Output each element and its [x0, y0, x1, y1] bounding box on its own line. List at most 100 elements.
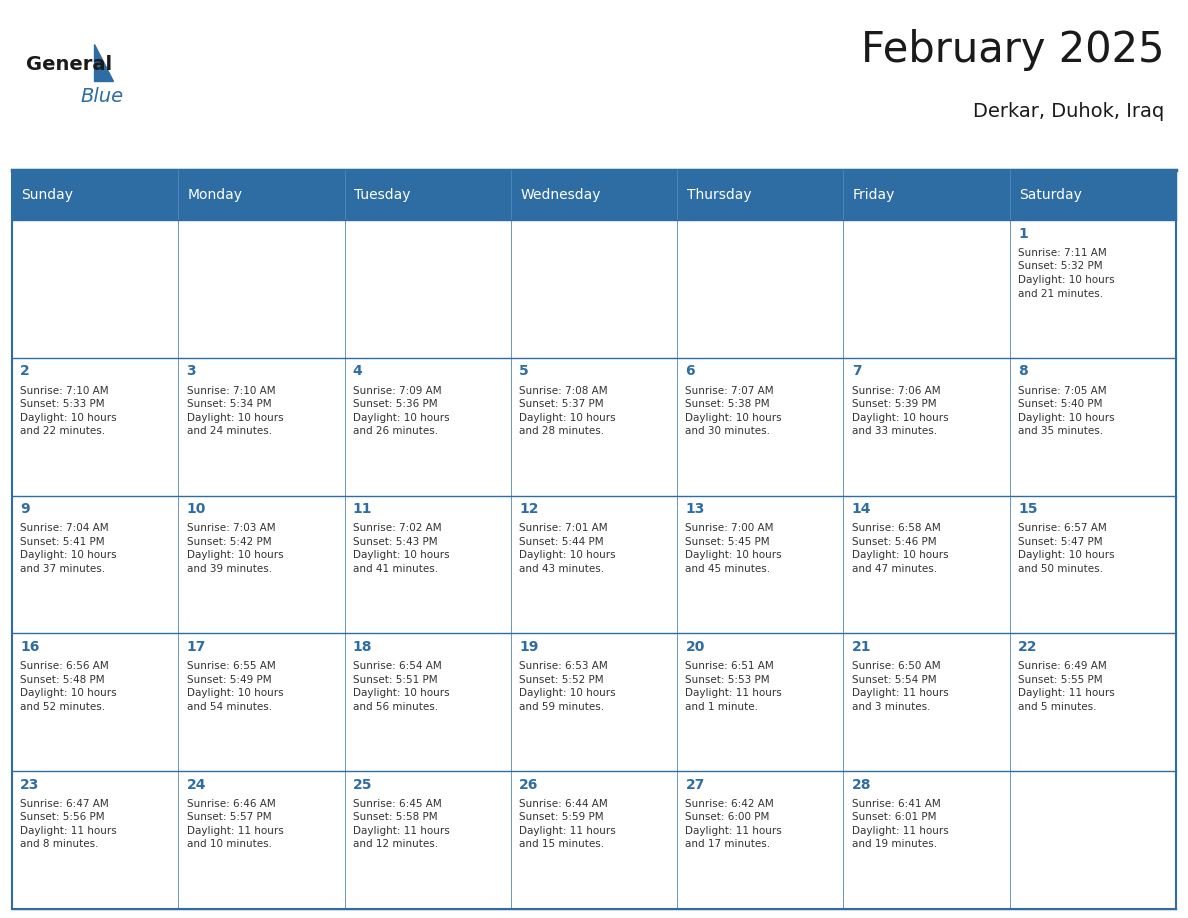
- Text: 27: 27: [685, 778, 704, 791]
- Text: Thursday: Thursday: [687, 188, 751, 202]
- Text: Saturday: Saturday: [1019, 188, 1082, 202]
- Text: 5: 5: [519, 364, 529, 378]
- Bar: [345, 496, 511, 633]
- Bar: [12, 358, 178, 496]
- Text: Sunrise: 6:51 AM
Sunset: 5:53 PM
Daylight: 11 hours
and 1 minute.: Sunrise: 6:51 AM Sunset: 5:53 PM Dayligh…: [685, 661, 782, 711]
- Bar: [843, 220, 1010, 358]
- Text: Sunrise: 7:09 AM
Sunset: 5:36 PM
Daylight: 10 hours
and 26 minutes.: Sunrise: 7:09 AM Sunset: 5:36 PM Dayligh…: [353, 386, 449, 436]
- Bar: [345, 771, 511, 909]
- Text: 8: 8: [1018, 364, 1028, 378]
- Bar: [843, 358, 1010, 496]
- Bar: [178, 220, 345, 358]
- Text: Monday: Monday: [188, 188, 242, 202]
- Text: Sunrise: 7:06 AM
Sunset: 5:39 PM
Daylight: 10 hours
and 33 minutes.: Sunrise: 7:06 AM Sunset: 5:39 PM Dayligh…: [852, 386, 948, 436]
- Bar: [1010, 220, 1176, 358]
- Bar: [511, 358, 677, 496]
- Text: Wednesday: Wednesday: [520, 188, 601, 202]
- Bar: [511, 771, 677, 909]
- Text: Sunrise: 6:54 AM
Sunset: 5:51 PM
Daylight: 10 hours
and 56 minutes.: Sunrise: 6:54 AM Sunset: 5:51 PM Dayligh…: [353, 661, 449, 711]
- Text: Sunrise: 6:50 AM
Sunset: 5:54 PM
Daylight: 11 hours
and 3 minutes.: Sunrise: 6:50 AM Sunset: 5:54 PM Dayligh…: [852, 661, 948, 711]
- Bar: [677, 220, 843, 358]
- Bar: [12, 220, 178, 358]
- Text: 1: 1: [1018, 227, 1028, 241]
- Text: 22: 22: [1018, 640, 1037, 654]
- Bar: [677, 633, 843, 771]
- Text: Sunrise: 7:03 AM
Sunset: 5:42 PM
Daylight: 10 hours
and 39 minutes.: Sunrise: 7:03 AM Sunset: 5:42 PM Dayligh…: [187, 523, 283, 574]
- Text: Sunrise: 7:07 AM
Sunset: 5:38 PM
Daylight: 10 hours
and 30 minutes.: Sunrise: 7:07 AM Sunset: 5:38 PM Dayligh…: [685, 386, 782, 436]
- Text: Sunrise: 6:56 AM
Sunset: 5:48 PM
Daylight: 10 hours
and 52 minutes.: Sunrise: 6:56 AM Sunset: 5:48 PM Dayligh…: [20, 661, 116, 711]
- Text: Sunrise: 7:02 AM
Sunset: 5:43 PM
Daylight: 10 hours
and 41 minutes.: Sunrise: 7:02 AM Sunset: 5:43 PM Dayligh…: [353, 523, 449, 574]
- Bar: [1010, 633, 1176, 771]
- Text: 16: 16: [20, 640, 39, 654]
- Text: 6: 6: [685, 364, 695, 378]
- Text: Friday: Friday: [853, 188, 896, 202]
- Text: Blue: Blue: [81, 87, 124, 106]
- Text: Sunrise: 7:10 AM
Sunset: 5:33 PM
Daylight: 10 hours
and 22 minutes.: Sunrise: 7:10 AM Sunset: 5:33 PM Dayligh…: [20, 386, 116, 436]
- Text: 11: 11: [353, 502, 372, 516]
- Text: 13: 13: [685, 502, 704, 516]
- Bar: [677, 358, 843, 496]
- Text: Sunrise: 7:11 AM
Sunset: 5:32 PM
Daylight: 10 hours
and 21 minutes.: Sunrise: 7:11 AM Sunset: 5:32 PM Dayligh…: [1018, 248, 1114, 298]
- Bar: [1010, 771, 1176, 909]
- Text: Sunrise: 6:55 AM
Sunset: 5:49 PM
Daylight: 10 hours
and 54 minutes.: Sunrise: 6:55 AM Sunset: 5:49 PM Dayligh…: [187, 661, 283, 711]
- Text: 17: 17: [187, 640, 206, 654]
- Bar: [1010, 358, 1176, 496]
- Bar: [178, 496, 345, 633]
- Bar: [12, 170, 1176, 220]
- Bar: [178, 771, 345, 909]
- Text: 2: 2: [20, 364, 30, 378]
- Text: Sunrise: 7:08 AM
Sunset: 5:37 PM
Daylight: 10 hours
and 28 minutes.: Sunrise: 7:08 AM Sunset: 5:37 PM Dayligh…: [519, 386, 615, 436]
- Text: 18: 18: [353, 640, 372, 654]
- Bar: [12, 771, 178, 909]
- Bar: [843, 771, 1010, 909]
- Text: 15: 15: [1018, 502, 1037, 516]
- Bar: [511, 220, 677, 358]
- Text: February 2025: February 2025: [861, 29, 1164, 72]
- Text: 28: 28: [852, 778, 871, 791]
- Text: Sunrise: 6:57 AM
Sunset: 5:47 PM
Daylight: 10 hours
and 50 minutes.: Sunrise: 6:57 AM Sunset: 5:47 PM Dayligh…: [1018, 523, 1114, 574]
- Text: 4: 4: [353, 364, 362, 378]
- Text: 26: 26: [519, 778, 538, 791]
- Bar: [178, 633, 345, 771]
- Bar: [345, 220, 511, 358]
- Bar: [677, 771, 843, 909]
- Text: Sunrise: 7:04 AM
Sunset: 5:41 PM
Daylight: 10 hours
and 37 minutes.: Sunrise: 7:04 AM Sunset: 5:41 PM Dayligh…: [20, 523, 116, 574]
- Bar: [511, 633, 677, 771]
- Text: Sunrise: 6:46 AM
Sunset: 5:57 PM
Daylight: 11 hours
and 10 minutes.: Sunrise: 6:46 AM Sunset: 5:57 PM Dayligh…: [187, 799, 283, 849]
- Text: 12: 12: [519, 502, 538, 516]
- Bar: [12, 633, 178, 771]
- Bar: [843, 496, 1010, 633]
- Text: Tuesday: Tuesday: [354, 188, 411, 202]
- Text: Derkar, Duhok, Iraq: Derkar, Duhok, Iraq: [973, 103, 1164, 121]
- Text: 9: 9: [20, 502, 30, 516]
- Text: Sunrise: 6:53 AM
Sunset: 5:52 PM
Daylight: 10 hours
and 59 minutes.: Sunrise: 6:53 AM Sunset: 5:52 PM Dayligh…: [519, 661, 615, 711]
- Text: Sunrise: 7:10 AM
Sunset: 5:34 PM
Daylight: 10 hours
and 24 minutes.: Sunrise: 7:10 AM Sunset: 5:34 PM Dayligh…: [187, 386, 283, 436]
- Text: Sunrise: 6:42 AM
Sunset: 6:00 PM
Daylight: 11 hours
and 17 minutes.: Sunrise: 6:42 AM Sunset: 6:00 PM Dayligh…: [685, 799, 782, 849]
- Text: 20: 20: [685, 640, 704, 654]
- Text: 24: 24: [187, 778, 206, 791]
- Text: Sunrise: 6:45 AM
Sunset: 5:58 PM
Daylight: 11 hours
and 12 minutes.: Sunrise: 6:45 AM Sunset: 5:58 PM Dayligh…: [353, 799, 449, 849]
- Bar: [843, 633, 1010, 771]
- Text: 7: 7: [852, 364, 861, 378]
- Text: General: General: [26, 55, 112, 73]
- Text: 25: 25: [353, 778, 372, 791]
- Text: Sunrise: 6:58 AM
Sunset: 5:46 PM
Daylight: 10 hours
and 47 minutes.: Sunrise: 6:58 AM Sunset: 5:46 PM Dayligh…: [852, 523, 948, 574]
- Text: 14: 14: [852, 502, 871, 516]
- Bar: [1010, 496, 1176, 633]
- Bar: [345, 358, 511, 496]
- Text: Sunrise: 6:41 AM
Sunset: 6:01 PM
Daylight: 11 hours
and 19 minutes.: Sunrise: 6:41 AM Sunset: 6:01 PM Dayligh…: [852, 799, 948, 849]
- Bar: [511, 496, 677, 633]
- Bar: [12, 496, 178, 633]
- Text: 10: 10: [187, 502, 206, 516]
- Text: Sunrise: 7:01 AM
Sunset: 5:44 PM
Daylight: 10 hours
and 43 minutes.: Sunrise: 7:01 AM Sunset: 5:44 PM Dayligh…: [519, 523, 615, 574]
- Text: 21: 21: [852, 640, 871, 654]
- Polygon shape: [94, 44, 113, 81]
- Bar: [12, 170, 1176, 220]
- Text: Sunrise: 6:44 AM
Sunset: 5:59 PM
Daylight: 11 hours
and 15 minutes.: Sunrise: 6:44 AM Sunset: 5:59 PM Dayligh…: [519, 799, 615, 849]
- Text: Sunrise: 7:05 AM
Sunset: 5:40 PM
Daylight: 10 hours
and 35 minutes.: Sunrise: 7:05 AM Sunset: 5:40 PM Dayligh…: [1018, 386, 1114, 436]
- Text: 19: 19: [519, 640, 538, 654]
- Text: Sunrise: 7:00 AM
Sunset: 5:45 PM
Daylight: 10 hours
and 45 minutes.: Sunrise: 7:00 AM Sunset: 5:45 PM Dayligh…: [685, 523, 782, 574]
- Bar: [12, 170, 1176, 909]
- Bar: [677, 496, 843, 633]
- Text: Sunrise: 6:49 AM
Sunset: 5:55 PM
Daylight: 11 hours
and 5 minutes.: Sunrise: 6:49 AM Sunset: 5:55 PM Dayligh…: [1018, 661, 1114, 711]
